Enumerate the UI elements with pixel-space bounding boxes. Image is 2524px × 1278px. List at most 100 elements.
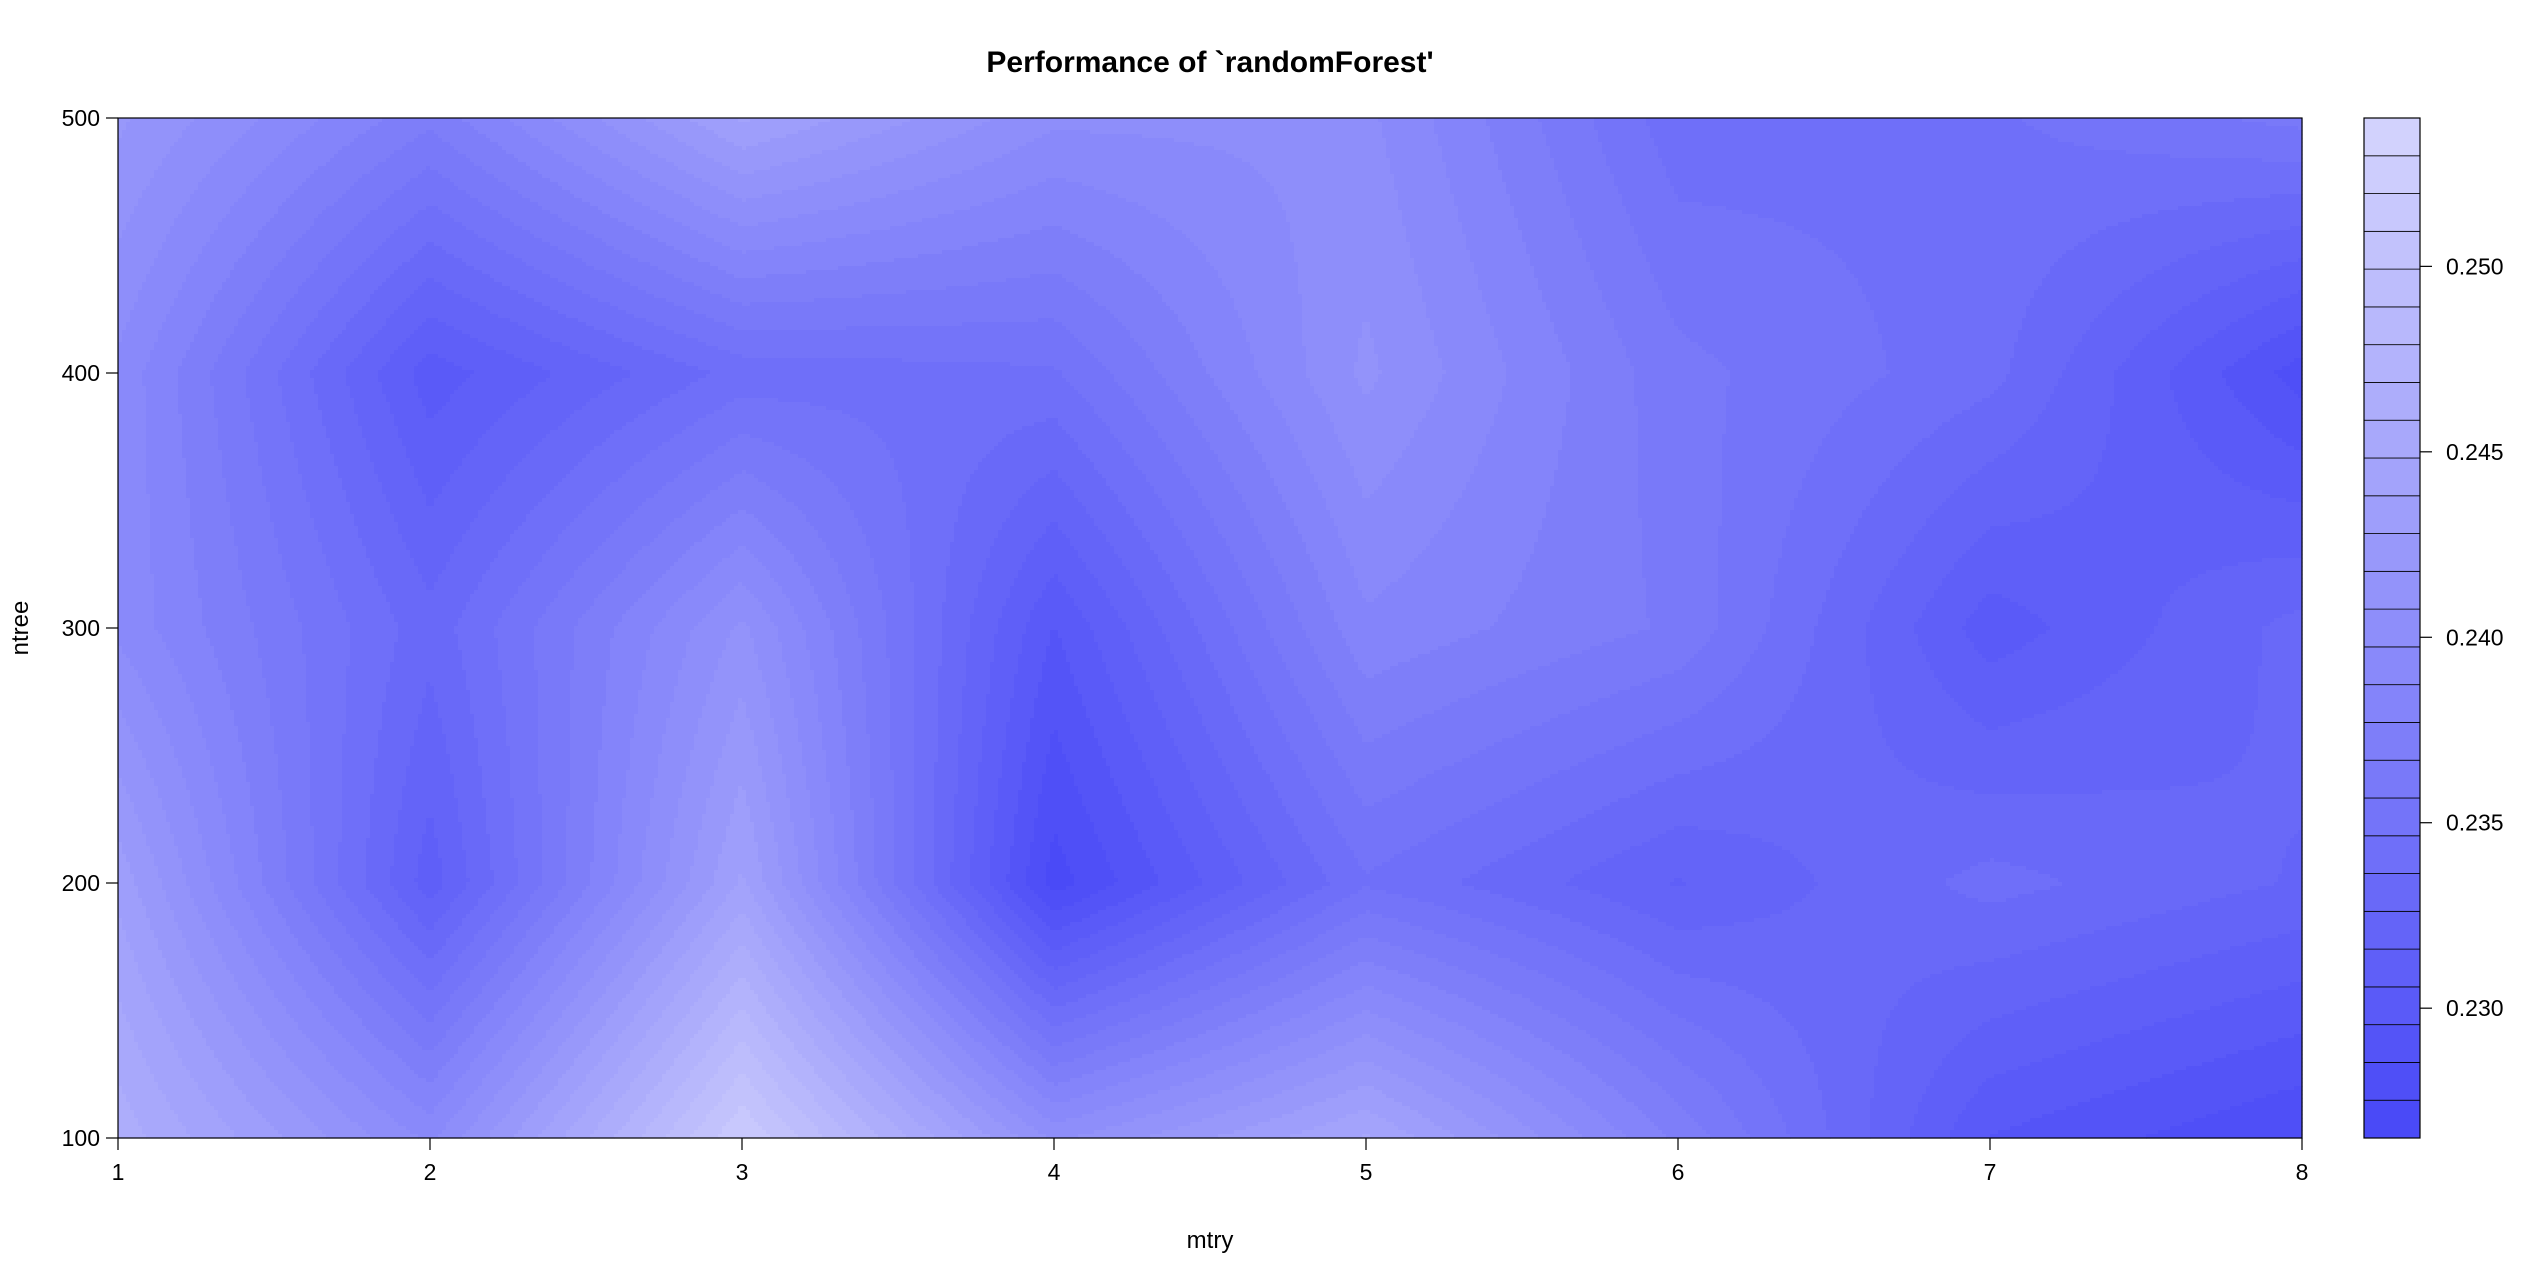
contour-band-cell <box>1502 610 1647 615</box>
contour-band-cell <box>1878 378 2007 383</box>
contour-band-cell <box>130 314 167 319</box>
contour-band-cell <box>2162 610 2295 615</box>
contour-band-cell <box>646 650 687 655</box>
contour-band-cell <box>1082 558 1123 563</box>
contour-band-cell <box>1850 402 1975 407</box>
contour-band-cell <box>1662 162 2303 167</box>
contour-band-cell <box>542 142 591 147</box>
contour-band-cell <box>1718 558 1779 563</box>
contour-band-cell <box>1174 226 1291 231</box>
contour-band-cell <box>242 574 287 579</box>
contour-band-cell <box>222 674 263 679</box>
contour-band-cell <box>1890 470 1979 475</box>
contour-band-cell <box>750 550 791 555</box>
contour-band-cell <box>866 698 891 703</box>
contour-band-cell <box>638 258 699 263</box>
contour-band-cell <box>126 122 191 127</box>
contour-band-cell <box>1882 338 2019 343</box>
contour-band-cell <box>510 598 555 603</box>
contour-band-cell <box>1822 610 1871 615</box>
contour-band-cell <box>1174 518 1215 523</box>
contour-band-cell <box>1354 366 1379 371</box>
contour-band-cell <box>118 550 151 555</box>
contour-band-cell <box>1818 614 1871 619</box>
contour-band-cell <box>2042 278 2143 283</box>
contour-band-cell <box>2090 326 2159 331</box>
contour-band-cell <box>746 250 943 255</box>
contour-band-cell <box>310 514 355 519</box>
contour-band-cell <box>310 126 371 131</box>
contour-band-cell <box>1146 206 1283 211</box>
contour-band-cell <box>2090 322 2163 327</box>
contour-band-cell <box>1646 598 1719 603</box>
contour-band-cell <box>1838 418 1951 423</box>
contour-band-cell <box>1862 510 1935 515</box>
contour-band-cell <box>134 210 183 215</box>
contour-band-cell <box>1442 154 1499 159</box>
contour-band-cell <box>858 418 1047 423</box>
contour-band-cell <box>682 658 719 663</box>
contour-band-cell <box>1018 662 1043 667</box>
contour-band-cell <box>1458 638 1615 643</box>
contour-band-cell <box>814 690 843 695</box>
contour-band-cell <box>146 402 179 407</box>
contour-band-cell <box>1290 238 1407 243</box>
contour-band-cell <box>838 566 875 571</box>
contour-band-cell <box>186 690 227 695</box>
contour-band-cell <box>1270 390 1315 395</box>
contour-band-cell <box>2246 406 2303 411</box>
contour-band-cell <box>290 246 335 251</box>
contour-band-cell <box>190 198 239 203</box>
contour-band-cell <box>502 482 559 487</box>
contour-band-cell <box>1378 378 1443 383</box>
contour-band-cell <box>2230 474 2303 479</box>
contour-band-cell <box>802 510 855 515</box>
contour-band-cell <box>1550 494 1639 499</box>
contour-band-cell <box>1410 242 1467 247</box>
contour-band-cell <box>1898 462 1987 467</box>
contour-band-cell <box>1602 298 1663 303</box>
contour-band-cell <box>330 250 375 255</box>
contour-band-cell <box>1614 178 1671 183</box>
contour-band-cell <box>142 678 183 683</box>
contour-band-cell <box>1766 622 1819 627</box>
contour-band-cell <box>294 450 331 455</box>
contour-band-cell <box>694 542 783 547</box>
contour-band-cell <box>214 398 251 403</box>
contour-band-cell <box>1318 482 1359 487</box>
contour-band-cell <box>118 330 123 335</box>
contour-band-cell <box>1502 170 1559 175</box>
contour-band-cell <box>870 550 911 555</box>
contour-band-cell <box>1170 222 1291 227</box>
contour-band-cell <box>182 438 219 443</box>
contour-band-cell <box>314 526 359 531</box>
contour-band-cell <box>218 358 251 363</box>
contour-band-cell <box>1394 174 1447 179</box>
contour-band-cell <box>914 686 939 691</box>
contour-band-cell <box>254 434 291 439</box>
contour-band-cell <box>1638 422 1727 427</box>
contour-band-cell <box>610 434 675 439</box>
contour-band-cell <box>1542 518 1643 523</box>
contour-band-cell <box>346 370 379 375</box>
contour-band-cell <box>2178 258 2299 263</box>
contour-band-cell <box>362 426 399 431</box>
contour-band-cell <box>1890 370 2011 375</box>
contour-band-cell <box>594 174 643 179</box>
contour-band-cell <box>1726 398 1855 403</box>
contour-band-cell <box>390 154 467 159</box>
contour-band-cell <box>1462 230 1523 235</box>
contour-band-cell <box>2110 406 2179 411</box>
contour-band-cell <box>982 578 1015 583</box>
contour-band-cell <box>726 322 963 327</box>
contour-band-cell <box>1002 526 1047 531</box>
contour-band-cell <box>914 618 943 623</box>
contour-band-cell <box>1294 250 1411 255</box>
contour-band-cell <box>818 702 843 707</box>
contour-band-cell <box>146 490 187 495</box>
contour-band-cell <box>1638 410 1727 415</box>
contour-band-cell <box>330 450 371 455</box>
contour-band-cell <box>406 298 471 303</box>
contour-band-cell <box>630 370 711 375</box>
contour-band-cell <box>1078 554 1119 559</box>
